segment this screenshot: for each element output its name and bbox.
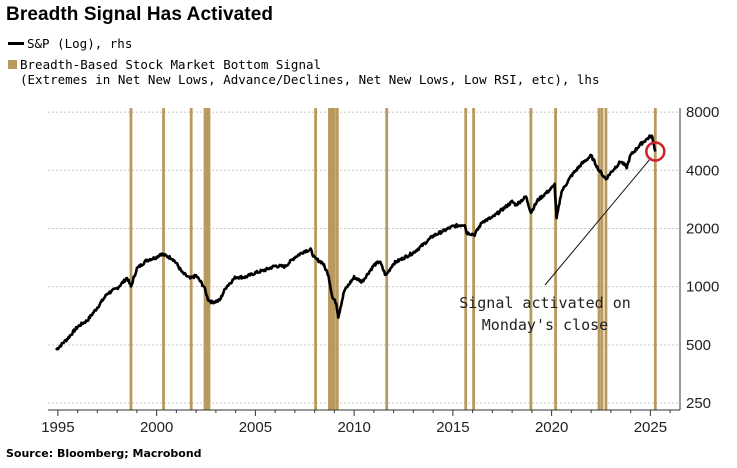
legend-bar-label-line1: Breadth-Based Stock Market Bottom Signal	[20, 57, 322, 72]
signal-bar	[207, 108, 211, 410]
legend-bar-label-line2: (Extremes in Net New Lows, Advance/Decli…	[20, 72, 600, 87]
x-tick-label: 1995	[41, 419, 74, 436]
y-tick-label: 1000	[686, 279, 719, 296]
x-tick-label: 2000	[140, 419, 173, 436]
sp-line	[54, 134, 657, 351]
y-tick-label: 2000	[686, 220, 719, 237]
x-tick-label: 2020	[535, 419, 568, 436]
chart-title: Breadth Signal Has Activated	[6, 4, 274, 25]
signal-bar	[203, 108, 207, 410]
axes-layer: 8000 4000 2000 1000 500 250 1995 2000 2005 2010 20…	[41, 104, 719, 436]
signal-bar	[653, 108, 657, 410]
annotation-text-line2: Monday's close	[482, 316, 608, 334]
legend-bar-entry: Breadth-Based Stock Market Bottom Signal…	[8, 57, 599, 87]
y-tick-label: 8000	[686, 104, 719, 121]
annotation-text-line1: Signal activated on	[459, 294, 631, 312]
signal-bar	[205, 108, 209, 410]
signal-bar	[529, 108, 533, 410]
legend-line-label: S&P (Log), rhs	[27, 36, 133, 51]
signal-bar	[331, 108, 334, 410]
y-tick-label: 500	[686, 337, 711, 354]
x-tick-label: 2025	[634, 419, 667, 436]
y-tick-label: 4000	[686, 162, 719, 179]
signal-bar	[129, 108, 133, 410]
line-layer	[54, 134, 657, 351]
x-tick-label: 2015	[436, 419, 469, 436]
signal-bar	[464, 108, 468, 410]
signal-bar	[604, 108, 608, 410]
signal-bar	[189, 108, 193, 410]
legend-line-entry: S&P (Log), rhs	[8, 36, 132, 51]
x-tick-label: 2005	[239, 419, 272, 436]
source-note: Source: Bloomberg; Macrobond	[6, 447, 202, 460]
signal-marker-circle	[645, 141, 666, 162]
signal-bar	[335, 108, 339, 410]
signal-bar	[162, 108, 165, 410]
signal-bar	[332, 108, 336, 410]
annotation-leader	[544, 157, 652, 286]
signal-bar	[554, 108, 557, 410]
bar-swatch-icon	[8, 60, 17, 69]
line-swatch-icon	[8, 42, 24, 45]
signal-bars-layer	[129, 108, 657, 410]
annotation-layer: Signal activated on Monday's close	[459, 141, 666, 334]
grid-layer	[48, 111, 680, 404]
signal-bar	[600, 108, 604, 410]
signal-bar	[328, 108, 331, 410]
signal-bar	[385, 108, 389, 410]
signal-bar	[597, 108, 601, 410]
signal-bar	[472, 108, 476, 410]
y-tick-label: 250	[686, 395, 711, 412]
x-tick-label: 2010	[337, 419, 370, 436]
